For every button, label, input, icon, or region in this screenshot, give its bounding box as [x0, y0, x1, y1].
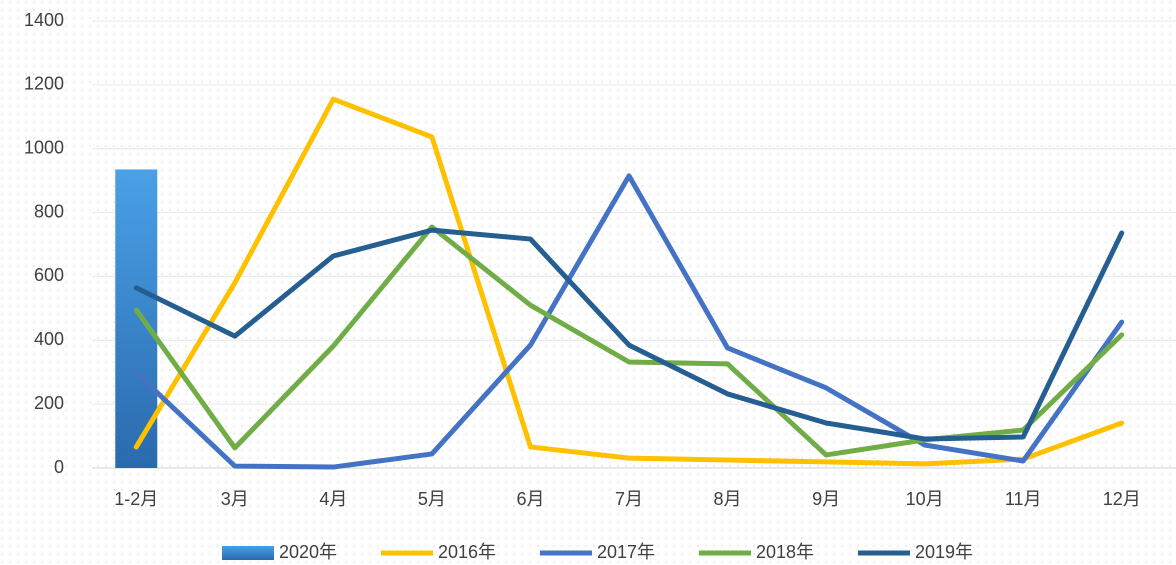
legend-swatch	[222, 546, 274, 560]
legend-label: 2019年	[915, 542, 973, 562]
x-tick-label: 1-2月	[114, 489, 158, 509]
legend-label: 2017年	[597, 542, 655, 562]
x-tick-label: 5月	[418, 489, 446, 509]
y-tick-label: 1000	[24, 137, 64, 157]
y-tick-label: 0	[54, 457, 64, 477]
y-tick-label: 800	[34, 201, 64, 221]
x-tick-label: 3月	[221, 489, 249, 509]
y-tick-label: 1400	[24, 10, 64, 30]
x-tick-label: 9月	[812, 489, 840, 509]
x-tick-label: 6月	[516, 489, 544, 509]
y-tick-label: 1200	[24, 74, 64, 94]
x-tick-label: 10月	[906, 489, 944, 509]
x-tick-label: 7月	[615, 489, 643, 509]
line-series	[133, 227, 1125, 442]
line-series	[133, 96, 1125, 467]
legend-label: 2016年	[438, 542, 496, 562]
y-tick-label: 200	[34, 393, 64, 413]
y-tick-label: 400	[34, 329, 64, 349]
bar	[115, 169, 158, 469]
legend-label: 2018年	[756, 542, 814, 562]
y-tick-label: 600	[34, 265, 64, 285]
legend-label: 2020年	[279, 542, 337, 562]
line-series	[133, 173, 1125, 470]
x-tick-label: 12月	[1103, 489, 1141, 509]
x-tick-label: 4月	[319, 489, 347, 509]
x-tick-label: 8月	[714, 489, 742, 509]
x-tick-label: 11月	[1005, 489, 1042, 509]
